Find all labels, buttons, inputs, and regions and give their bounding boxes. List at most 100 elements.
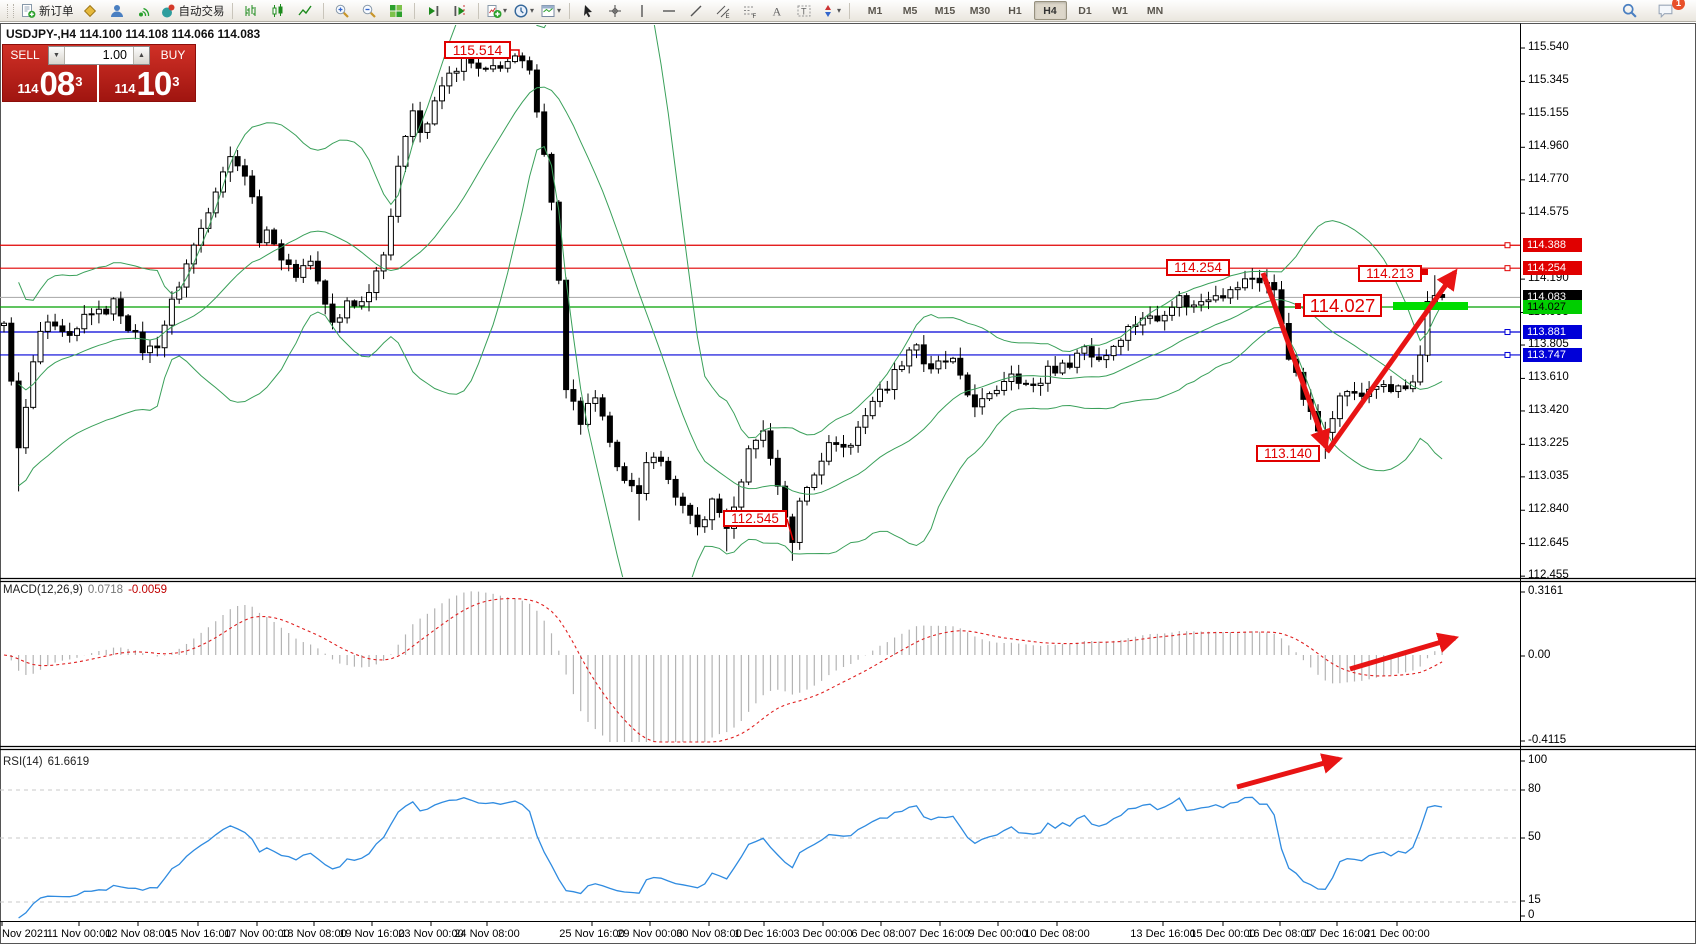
one-click-trade-panel: SELL ▼ 1.00 ▲ BUY 114 08 3 114 10 3: [2, 44, 196, 102]
price-tick: 113.805: [1528, 338, 1569, 351]
price-label-113.747: 113.747: [1523, 347, 1582, 362]
cursor-button[interactable]: [575, 1, 601, 21]
price-tag-114.213[interactable]: 114.213: [1358, 265, 1422, 282]
price-tag-115.514[interactable]: 115.514: [444, 41, 511, 59]
time-tick: 19 Nov 16:00: [339, 928, 405, 940]
vertical-line-button[interactable]: [629, 1, 655, 21]
indicator-axis-tick: 0: [1528, 909, 1535, 921]
add-indicator-button[interactable]: ▾: [484, 1, 510, 21]
candlestick-button[interactable]: [265, 1, 291, 21]
bollinger-middle: [18, 86, 1443, 495]
zoom-out-button[interactable]: [356, 1, 382, 21]
trendline-button[interactable]: [683, 1, 709, 21]
price-down-arrow[interactable]: [1260, 272, 1331, 451]
rsi-up-arrow[interactable]: [1236, 753, 1344, 790]
indicator-axis-tick: -0.4115: [1528, 734, 1567, 746]
tile-windows-button[interactable]: [383, 1, 409, 21]
svg-text:E: E: [725, 14, 729, 19]
timeframe-buttons: M1 M5 M15 M30 H1 H4 D1 W1 MN: [859, 1, 1172, 20]
chat-button[interactable]: 1: [1652, 0, 1685, 21]
price-tick: 113.610: [1528, 371, 1569, 384]
timeframe-m30[interactable]: M30: [969, 4, 991, 17]
time-tick: 25 Nov 16:00: [559, 928, 625, 940]
autotrade-button[interactable]: 自动交易: [158, 1, 227, 21]
time-tick: 3 Dec 00:00: [793, 928, 853, 940]
line-handle[interactable]: [1504, 242, 1511, 249]
line-chart-button[interactable]: [292, 1, 318, 21]
sell-price-button[interactable]: 114 08 3: [3, 65, 99, 102]
sell-button[interactable]: SELL: [10, 48, 40, 62]
fibonacci-icon: F: [742, 3, 758, 19]
arrows-icon: [820, 3, 836, 19]
toolbar-separator: [413, 2, 415, 19]
crosshair-button[interactable]: [602, 1, 628, 21]
chevron-down-icon[interactable]: ▾: [529, 6, 534, 15]
crosshair-icon: [607, 3, 623, 19]
price-tag-112.545[interactable]: 112.545: [723, 510, 787, 527]
new-order-button[interactable]: 新订单: [18, 1, 76, 21]
notification-badge[interactable]: 1: [1672, 0, 1685, 10]
candlestick-icon: [270, 3, 286, 19]
template-button[interactable]: ▾: [538, 1, 564, 21]
new-order-icon: [20, 3, 36, 19]
text-label-button[interactable]: T: [791, 1, 817, 21]
timeframe-mn[interactable]: MN: [1146, 4, 1164, 17]
price-up-arrow[interactable]: [1324, 268, 1458, 454]
channel-button[interactable]: E: [710, 1, 736, 21]
arrows-button[interactable]: ▾: [818, 1, 844, 21]
chevron-down-icon[interactable]: ▾: [502, 6, 507, 15]
bollinger-lower: [18, 145, 1443, 577]
price-tag-114.254[interactable]: 114.254: [1166, 259, 1230, 276]
toolbar-separator: [322, 2, 324, 19]
chart-title: USDJPY-,H4 114.100 114.108 114.066 114.0…: [6, 27, 261, 41]
time-tick: 6 Dec 08:00: [851, 928, 911, 940]
add-indicator-icon: [486, 3, 502, 19]
zoom-in-icon: [334, 3, 350, 19]
text-button[interactable]: A: [764, 1, 790, 21]
search-button[interactable]: [1616, 1, 1642, 21]
rsi-name: RSI(14): [3, 756, 43, 768]
tile-windows-icon: [388, 3, 404, 19]
signals-icon: [136, 3, 152, 19]
volume-decrease-button[interactable]: ▼: [49, 46, 65, 64]
macd-up-arrow[interactable]: [1349, 632, 1460, 672]
timeframe-m1[interactable]: M1: [867, 4, 883, 17]
signals-button[interactable]: [131, 1, 157, 21]
zoom-in-button[interactable]: [329, 1, 355, 21]
volume-increase-button[interactable]: ▲: [133, 46, 149, 64]
price-tag-114.027[interactable]: 114.027: [1303, 294, 1382, 317]
timeframe-m15[interactable]: M15: [934, 4, 956, 17]
profile-button[interactable]: [104, 1, 130, 21]
line-handle[interactable]: [1504, 265, 1511, 272]
market-button[interactable]: [77, 1, 103, 21]
timeframe-h4[interactable]: H4: [1033, 1, 1067, 20]
timeframe-d1[interactable]: D1: [1078, 4, 1092, 17]
line-handle[interactable]: [1504, 351, 1511, 358]
tag-handle[interactable]: [1422, 269, 1428, 275]
periods-clock-button[interactable]: ▾: [511, 1, 537, 21]
buy-price-button[interactable]: 114 10 3: [99, 65, 195, 102]
line-handle[interactable]: [1504, 329, 1511, 336]
chevron-down-icon[interactable]: ▾: [836, 6, 841, 15]
bollinger-upper: [18, 25, 1443, 439]
fibonacci-button[interactable]: F: [737, 1, 763, 21]
timeframe-m5[interactable]: M5: [902, 4, 918, 17]
auto-scroll-button[interactable]: [420, 1, 446, 21]
chart-shift-button[interactable]: [447, 1, 473, 21]
buy-button[interactable]: BUY: [160, 48, 186, 62]
profile-icon: [109, 3, 125, 19]
tag-handle[interactable]: [1295, 303, 1301, 309]
volume-input[interactable]: 1.00: [102, 48, 127, 62]
timeframe-h1[interactable]: H1: [1008, 4, 1022, 17]
price-tag-113.140[interactable]: 113.140: [1256, 445, 1320, 462]
horizontal-line-button[interactable]: [656, 1, 682, 21]
chevron-down-icon[interactable]: ▾: [556, 6, 561, 15]
macd-indicator: [3, 591, 1443, 743]
bar-chart-button[interactable]: [238, 1, 264, 21]
toolbar-separator: [848, 2, 850, 19]
toolbar: 新订单 自动交易 ▾ ▾ ▾ E F A T ▾ M1 M5 M15 M30 H1 H4 D…: [0, 0, 1696, 22]
line-chart-icon: [297, 3, 313, 19]
svg-text:A: A: [772, 4, 781, 18]
timeframe-w1[interactable]: W1: [1112, 4, 1128, 17]
